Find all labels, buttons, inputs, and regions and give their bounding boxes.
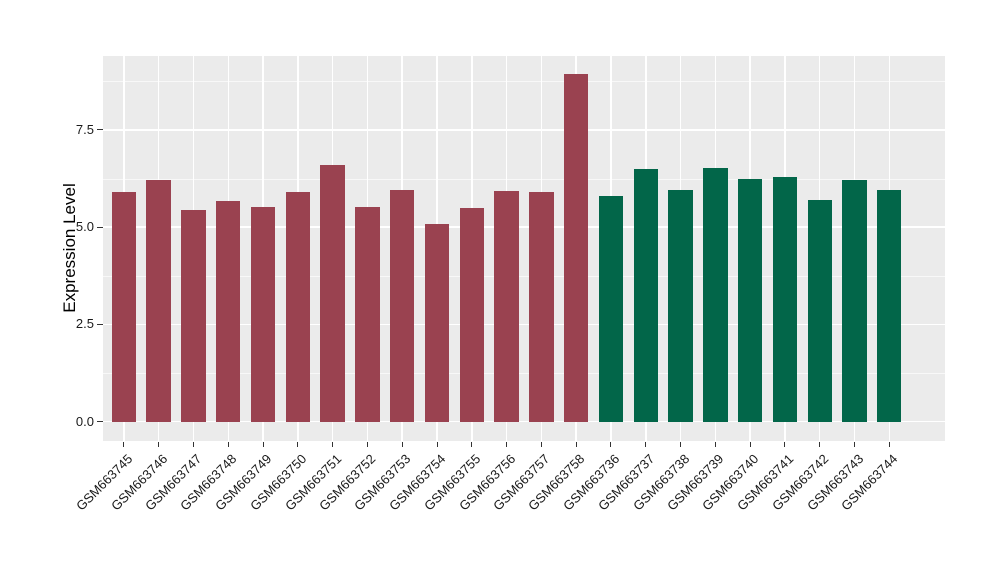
x-tick-mark — [610, 442, 612, 447]
plot-panel — [103, 56, 945, 441]
gridline-minor-y — [103, 81, 945, 83]
bar-GSM663740 — [737, 178, 763, 422]
x-tick-mark — [888, 442, 890, 447]
x-tick-mark — [366, 442, 368, 447]
gridline-major-y — [103, 226, 945, 228]
bar-GSM663752 — [355, 207, 380, 422]
bar-GSM663747 — [181, 209, 206, 422]
x-tick-mark — [540, 442, 542, 447]
x-tick-mark — [332, 442, 334, 447]
y-tick-label: 0.0 — [75, 413, 94, 429]
bar-GSM663742 — [807, 199, 832, 422]
x-tick-mark — [401, 442, 403, 447]
bar-GSM663751 — [320, 164, 345, 422]
x-tick-mark — [262, 442, 264, 447]
bar-GSM663753 — [390, 189, 415, 422]
gridline-major-y — [103, 420, 945, 423]
bar-GSM663737 — [633, 169, 658, 422]
y-tick-mark — [97, 129, 103, 131]
x-tick-mark — [784, 442, 786, 447]
gridline-major-y — [103, 323, 945, 326]
x-tick-mark — [714, 442, 716, 447]
bar-GSM663745 — [111, 192, 137, 422]
bar-GSM663749 — [250, 206, 276, 422]
bar-GSM663754 — [424, 224, 450, 422]
x-tick-mark — [297, 442, 299, 447]
bar-GSM663741 — [772, 176, 798, 422]
bar-GSM663750 — [285, 191, 310, 422]
y-tick-mark — [97, 421, 103, 423]
y-tick-mark — [97, 226, 103, 228]
bar-GSM663736 — [598, 195, 624, 422]
bar-GSM663748 — [216, 200, 241, 422]
x-tick-mark — [506, 442, 508, 447]
bar-GSM663738 — [668, 189, 693, 422]
bar-GSM663744 — [877, 189, 902, 422]
x-tick-mark — [854, 442, 856, 447]
y-axis-title: Expression Level — [60, 183, 79, 313]
bar-GSM663757 — [529, 192, 554, 422]
y-tick-mark — [97, 323, 103, 325]
x-tick-mark — [575, 442, 577, 447]
gridline-minor-y — [103, 275, 945, 277]
y-tick-label: 7.5 — [75, 121, 94, 137]
gridline-major-y — [103, 129, 945, 131]
x-tick-mark — [749, 442, 751, 447]
bar-GSM663758 — [564, 74, 589, 422]
x-tick-mark — [645, 442, 647, 447]
y-tick-label: 5.0 — [75, 219, 94, 235]
x-tick-mark — [158, 442, 160, 447]
x-tick-mark — [436, 442, 438, 447]
x-tick-mark — [680, 442, 682, 447]
bar-GSM663746 — [146, 180, 171, 422]
x-tick-mark — [227, 442, 229, 447]
bar-GSM663756 — [494, 191, 519, 422]
bar-GSM663739 — [703, 168, 728, 422]
bar-GSM663743 — [842, 180, 867, 422]
x-tick-mark — [123, 442, 125, 447]
gridline-minor-y — [103, 178, 945, 180]
bar-GSM663755 — [459, 208, 484, 422]
x-tick-mark — [192, 442, 194, 447]
y-tick-label: 2.5 — [75, 316, 94, 332]
x-tick-mark — [819, 442, 821, 447]
gridline-minor-y — [103, 372, 945, 374]
x-tick-mark — [471, 442, 473, 447]
